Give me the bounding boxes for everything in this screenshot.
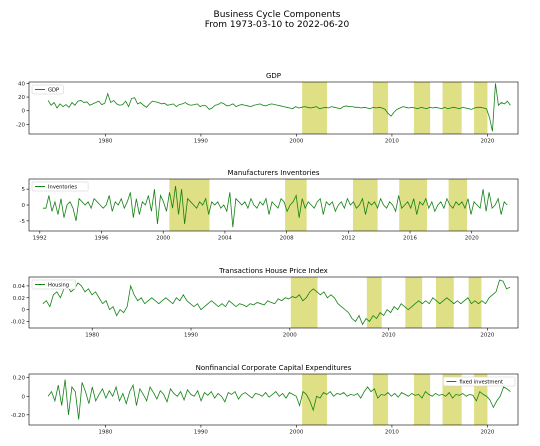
panel-title: Nonfinancial Corporate Capital Expenditu… xyxy=(196,364,352,372)
shaded-period xyxy=(442,374,462,425)
panel-1: GDP 1980 1990 2000 2010 2020 -20 0 20 40 GDP xyxy=(16,72,519,145)
legend-box xyxy=(443,376,516,387)
figure-title: Business Cycle Components xyxy=(214,10,341,20)
legend-label: GDP xyxy=(48,88,59,94)
shaded-period xyxy=(413,374,431,425)
shaded-period xyxy=(405,277,423,328)
axes-frame xyxy=(28,276,519,329)
shaded-period xyxy=(448,179,468,231)
x-tick-label: 1990 xyxy=(184,333,198,339)
x-tick-label: 2012 xyxy=(341,236,355,242)
shaded-period xyxy=(436,277,454,328)
y-tick-label: 0.02 xyxy=(13,296,25,302)
y-tick-label: 0 xyxy=(22,394,26,400)
shaded-period xyxy=(290,277,318,328)
legend-label: Housing xyxy=(48,283,69,289)
panel-title: Manufacturers Inventories xyxy=(228,169,320,177)
x-tick-label: 2000 xyxy=(289,430,303,436)
shaded-period xyxy=(285,179,307,231)
panel-3: Transactions House Price Index 1980 1990 20… xyxy=(11,267,519,339)
legend: Housing xyxy=(31,279,76,290)
axes-frame xyxy=(28,81,519,135)
y-tick-label: -20 xyxy=(16,122,25,128)
legend-box xyxy=(31,279,76,290)
y-tick-label: -0.20 xyxy=(11,413,26,419)
x-tick-label: 2010 xyxy=(385,139,399,145)
series-line xyxy=(47,83,511,132)
panel-2: Manufacturers Inventories 1992 1996 2000 200… xyxy=(20,169,519,242)
x-tick-label: 1980 xyxy=(98,139,112,145)
y-tick-label: 0 xyxy=(22,109,26,115)
y-tick-label: 0.04 xyxy=(13,284,26,290)
legend-box xyxy=(31,181,89,192)
series-line xyxy=(47,379,511,420)
shaded-period xyxy=(366,277,382,328)
figure-subtitle: From 1973-03-10 to 2022-06-20 xyxy=(205,20,350,30)
y-tick-label: 20 xyxy=(18,95,25,101)
x-tick-label: 1980 xyxy=(98,430,112,436)
panel-title: Transactions House Price Index xyxy=(218,267,328,275)
x-tick-label: 2010 xyxy=(385,430,399,436)
x-tick-label: 1980 xyxy=(85,333,99,339)
x-tick-label: 1990 xyxy=(194,139,208,145)
x-tick-label: 2000 xyxy=(283,333,297,339)
y-tick-label: 0 xyxy=(22,308,26,314)
shaded-period xyxy=(302,374,327,425)
shaded-period xyxy=(474,82,488,134)
y-tick-label: 0 xyxy=(22,203,26,209)
x-tick-label: 2000 xyxy=(289,139,303,145)
y-tick-label: -0.02 xyxy=(11,319,25,325)
x-tick-label: 2008 xyxy=(280,236,294,242)
x-tick-label: 2020 xyxy=(480,139,494,145)
legend-box xyxy=(31,84,64,95)
y-tick-label: 5 xyxy=(22,187,26,193)
y-tick-label: -5 xyxy=(20,219,26,225)
panel-4: Nonfinancial Corporate Capital Expenditu… xyxy=(11,364,519,436)
legend: fixed investment xyxy=(443,376,516,387)
x-tick-label: 2004 xyxy=(218,236,232,242)
shaded-period xyxy=(352,179,378,231)
shaded-period xyxy=(413,82,431,134)
legend: Inventories xyxy=(31,181,89,192)
shaded-period xyxy=(468,277,482,328)
legend-label: fixed investment xyxy=(459,380,503,386)
x-tick-label: 1996 xyxy=(95,236,109,242)
x-tick-label: 2010 xyxy=(382,333,396,339)
x-tick-label: 2020 xyxy=(480,430,494,436)
x-tick-label: 1992 xyxy=(33,236,47,242)
shaded-period xyxy=(372,374,389,425)
y-tick-label: 0.20 xyxy=(13,376,26,382)
legend-label: Inventories xyxy=(48,185,77,191)
series-line xyxy=(42,279,511,326)
panel-title: GDP xyxy=(266,72,281,80)
x-tick-label: 2000 xyxy=(156,236,170,242)
x-tick-label: 2016 xyxy=(403,236,417,242)
legend: GDP xyxy=(31,84,64,95)
shaded-period xyxy=(474,374,488,425)
y-tick-label: 40 xyxy=(18,81,25,87)
axes-frame xyxy=(28,373,519,426)
x-tick-label: 2020 xyxy=(480,333,494,339)
series-line xyxy=(42,185,508,228)
x-tick-label: 2020 xyxy=(465,236,479,242)
x-tick-label: 1990 xyxy=(194,430,208,436)
